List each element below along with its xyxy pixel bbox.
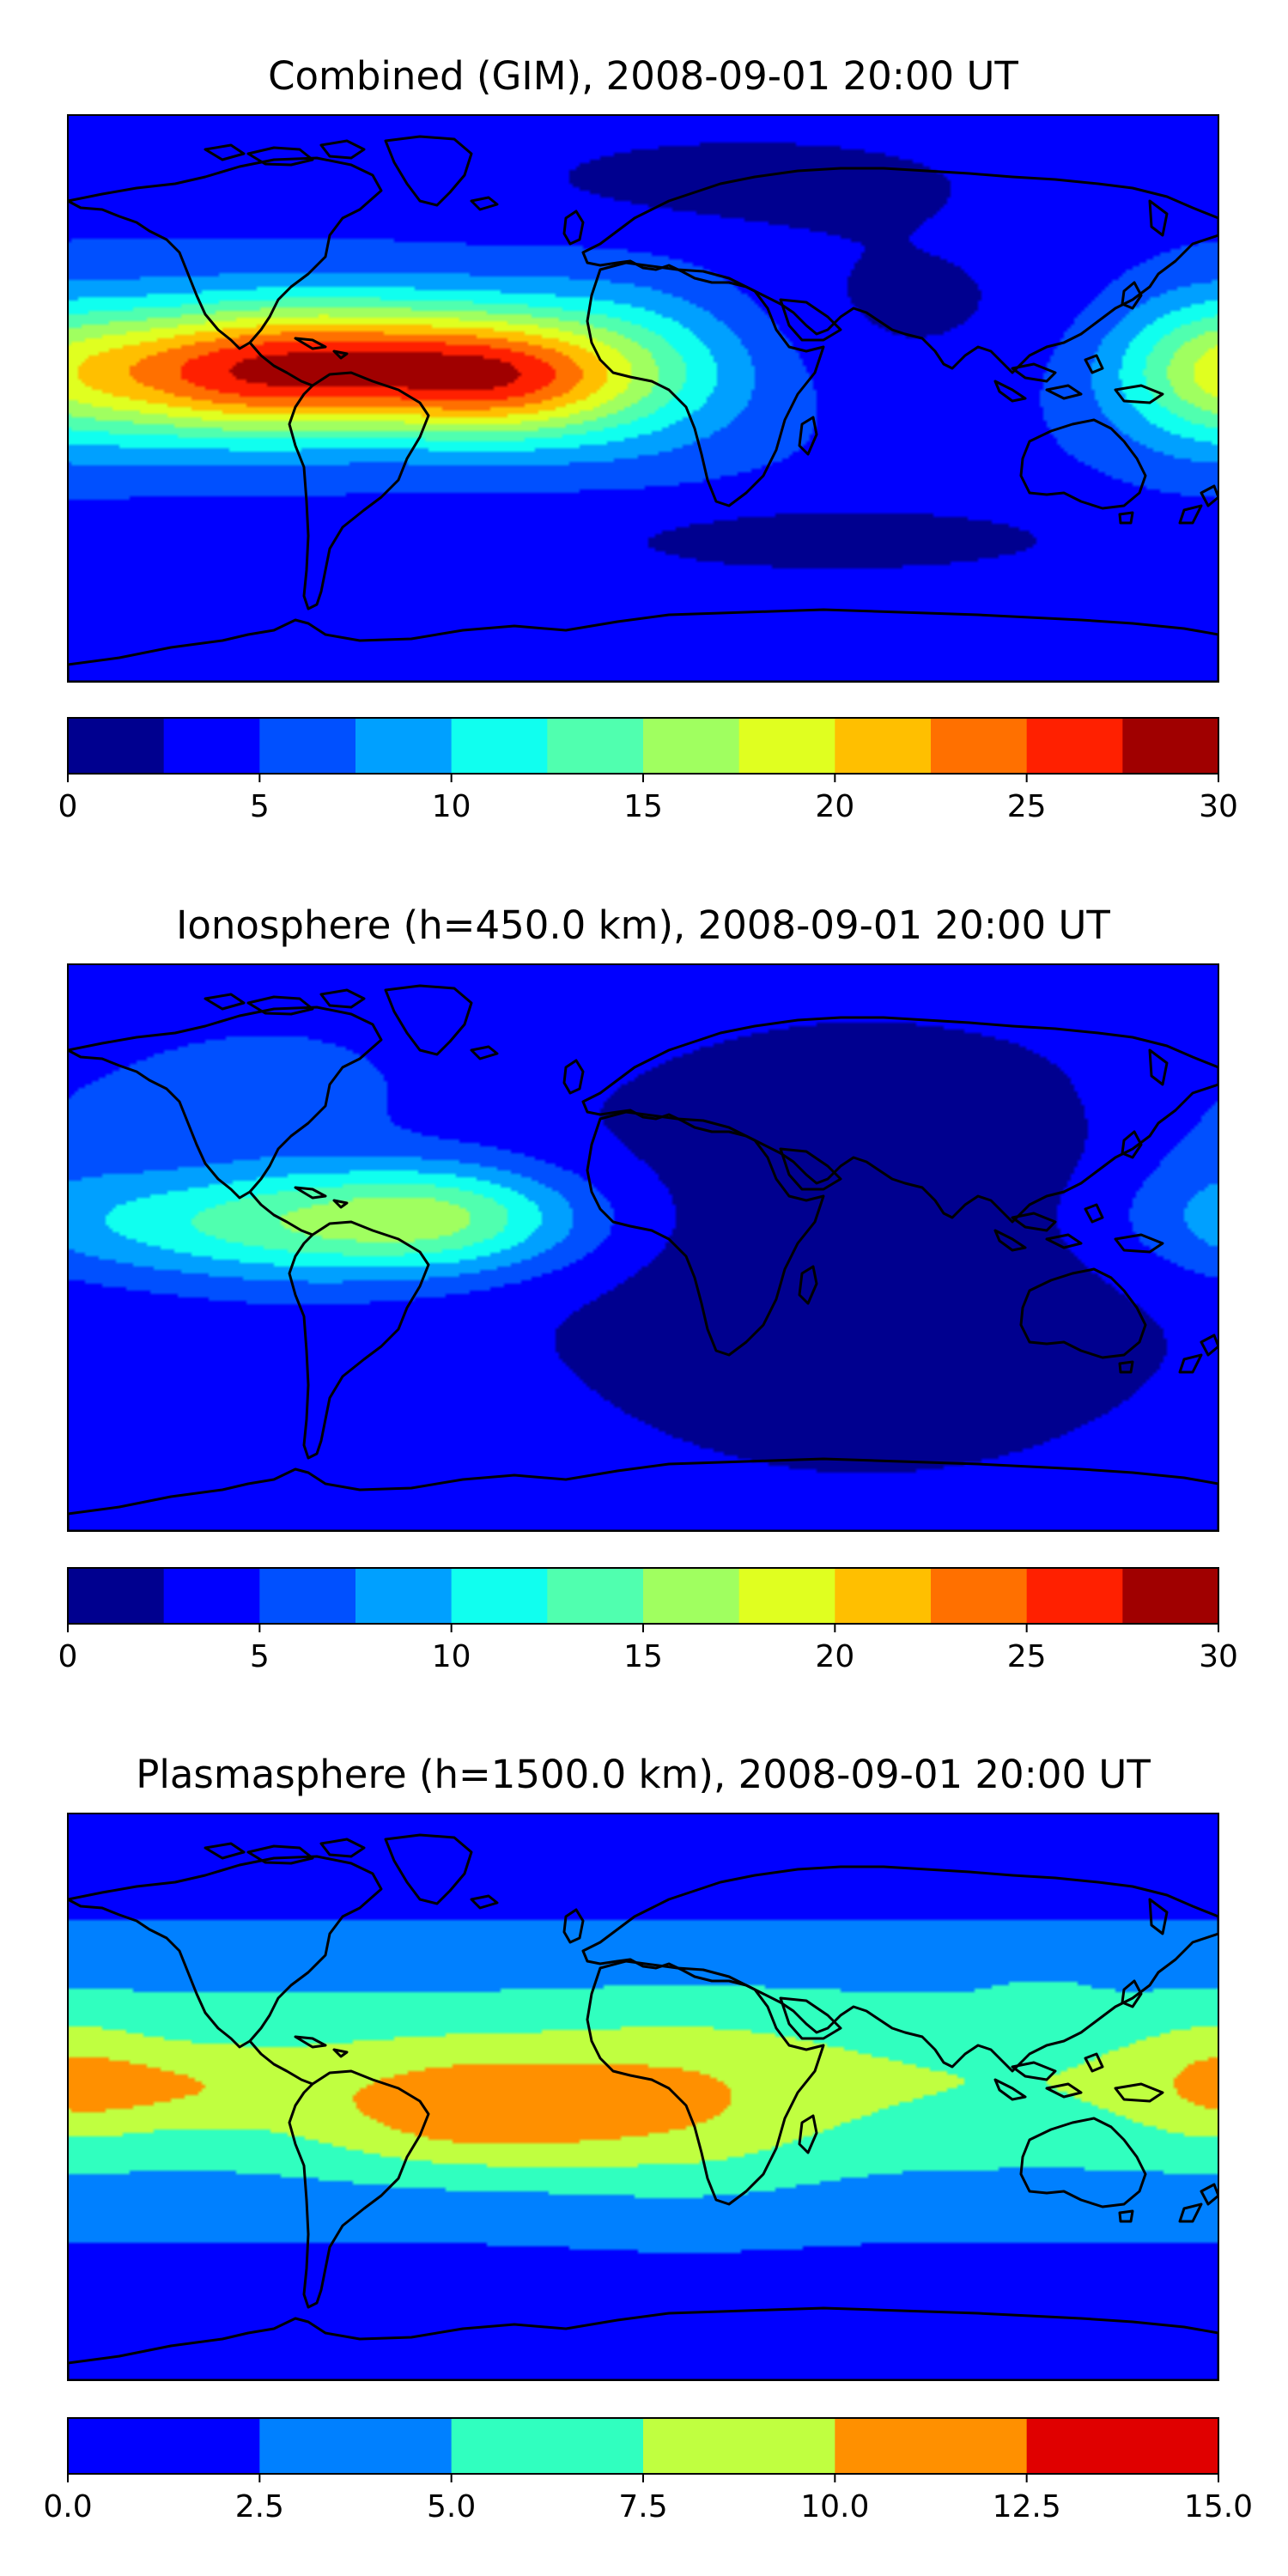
colorbar-swatch (738, 718, 835, 774)
colorbar-swatch (643, 718, 740, 774)
colorbar-tick-label: 2.5 (235, 2489, 284, 2524)
colorbar-swatch (259, 718, 356, 774)
colorbar-swatch (259, 1568, 356, 1624)
colorbar-swatch (547, 1568, 644, 1624)
colorbar-swatch (451, 718, 548, 774)
colorbar-tick-label: 30 (1199, 789, 1238, 824)
map-frame (67, 963, 1219, 1532)
colorbar-tick-label: 15 (623, 1639, 663, 1674)
colorbar-tick-label: 5 (250, 789, 270, 824)
panel-combined: Combined (GIM), 2008-09-01 20:00 UT 0 5 10… (58, 53, 1238, 824)
colorbar-swatch (931, 718, 1028, 774)
colorbar-swatch (259, 2418, 453, 2474)
colorbar-tick-label: 0 (58, 789, 78, 824)
colorbar-tick-label: 20 (815, 1639, 854, 1674)
colorbar-tick-label: 10 (432, 1639, 471, 1674)
colorbar-swatch (835, 2418, 1028, 2474)
colorbar-swatch (355, 718, 453, 774)
colorbar-tick-label: 20 (815, 789, 854, 824)
colorbar-swatch (643, 2418, 835, 2474)
colorbar-swatch (643, 1568, 740, 1624)
colorbar-swatch (68, 2418, 260, 2474)
colorbar: 0 5 10 15 20 25 30 (58, 717, 1238, 824)
colorbar-tick-label: 25 (1007, 1639, 1047, 1674)
colorbar-swatch (163, 1568, 260, 1624)
colorbar-tick-label: 7.5 (618, 2489, 667, 2524)
colorbar-swatch (451, 2418, 644, 2474)
colorbar: 0 5 10 15 20 25 30 (58, 1567, 1238, 1674)
colorbar-tick-label: 10.0 (800, 2489, 869, 2524)
panel-title: Ionosphere (h=450.0 km), 2008-09-01 20:0… (176, 902, 1110, 948)
colorbar-swatch (1026, 1568, 1123, 1624)
colorbar-swatch (547, 718, 644, 774)
colorbar: 0.0 2.5 5.0 7.5 10.0 12.5 15.0 (43, 2417, 1253, 2524)
colorbar-swatch (68, 718, 165, 774)
colorbar-swatch (1122, 718, 1219, 774)
colorbar-swatch (835, 1568, 932, 1624)
tec-field-map (68, 964, 1218, 1531)
panel-ionosphere: Ionosphere (h=450.0 km), 2008-09-01 20:0… (58, 902, 1238, 1674)
colorbar-tick-label: 5 (250, 1639, 270, 1674)
colorbar-tick-label: 12.5 (993, 2489, 1061, 2524)
colorbar-tick-label: 15.0 (1184, 2489, 1253, 2524)
panel-title: Plasmasphere (h=1500.0 km), 2008-09-01 2… (136, 1752, 1151, 1797)
colorbar-tick-label: 5.0 (427, 2489, 476, 2524)
colorbar-swatch (163, 718, 260, 774)
panel-plasmasphere: Plasmasphere (h=1500.0 km), 2008-09-01 2… (43, 1752, 1253, 2524)
colorbar-swatch (355, 1568, 453, 1624)
colorbar-swatch (931, 1568, 1028, 1624)
colorbar-tick-label: 30 (1199, 1639, 1238, 1674)
colorbar-tick-label: 10 (432, 789, 471, 824)
colorbar-swatch (738, 1568, 835, 1624)
colorbar-swatch (1122, 1568, 1219, 1624)
colorbar-swatch (451, 1568, 548, 1624)
colorbar-tick-label: 0 (58, 1639, 78, 1674)
colorbar-tick-label: 15 (623, 789, 663, 824)
map-frame (67, 1813, 1219, 2381)
colorbar-swatch (835, 718, 932, 774)
colorbar-swatch (1026, 2418, 1219, 2474)
colorbar-swatch (68, 1568, 165, 1624)
panel-title: Combined (GIM), 2008-09-01 20:00 UT (268, 53, 1018, 99)
tec-field-map (68, 115, 1218, 682)
map-frame (67, 114, 1219, 683)
tec-field-map (68, 1814, 1218, 2380)
colorbar-tick-label: 25 (1007, 789, 1047, 824)
colorbar-tick-label: 0.0 (43, 2489, 92, 2524)
colorbar-swatch (1026, 718, 1123, 774)
